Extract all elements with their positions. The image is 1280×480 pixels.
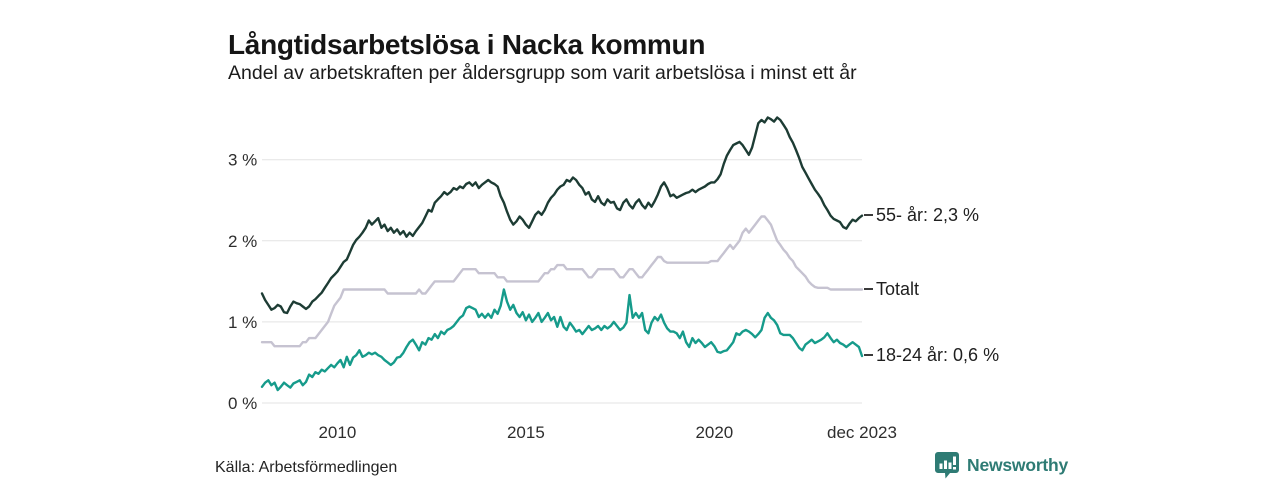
- source-note: Källa: Arbetsförmedlingen: [215, 459, 398, 476]
- legend-label-18-24: 18-24 år: 0,6 %: [876, 344, 1000, 365]
- newsworthy-brand: Newsworthy: [934, 451, 1068, 479]
- legend-label-55: 55- år: 2,3 %: [876, 204, 980, 225]
- series-line-18-24-år: [260, 288, 864, 392]
- legend-tick-dash: [864, 214, 873, 216]
- y-axis-label: 0 %: [228, 394, 257, 413]
- newsworthy-brand-text: Newsworthy: [967, 454, 1069, 475]
- legend-tick-dash: [864, 354, 873, 356]
- page-title: Långtidsarbetslösa i Nacka kommun: [228, 28, 706, 60]
- legend-item-18-24: 18-24 år: 0,6 %: [864, 344, 999, 366]
- legend-item-55: 55- år: 2,3 %: [864, 204, 979, 226]
- y-axis-label: 1 %: [228, 313, 257, 332]
- x-axis-label: 2020: [695, 423, 733, 442]
- legend-label-total: Totalt: [876, 278, 920, 299]
- x-axis-label: dec 2023: [827, 423, 897, 442]
- series-line-Totalt: [260, 215, 864, 348]
- y-axis-label: 2 %: [228, 232, 257, 251]
- chart-subtitle: Andel av arbetskraften per åldersgrupp s…: [228, 62, 857, 84]
- series-line-55--år: [260, 116, 864, 315]
- legend-tick-dash: [864, 288, 873, 290]
- x-axis-label: 2015: [507, 423, 545, 442]
- x-axis-label: 2010: [318, 423, 356, 442]
- newsworthy-logo-icon: [934, 451, 960, 479]
- y-axis-label: 3 %: [228, 151, 257, 170]
- legend-item-total: Totalt: [864, 278, 919, 300]
